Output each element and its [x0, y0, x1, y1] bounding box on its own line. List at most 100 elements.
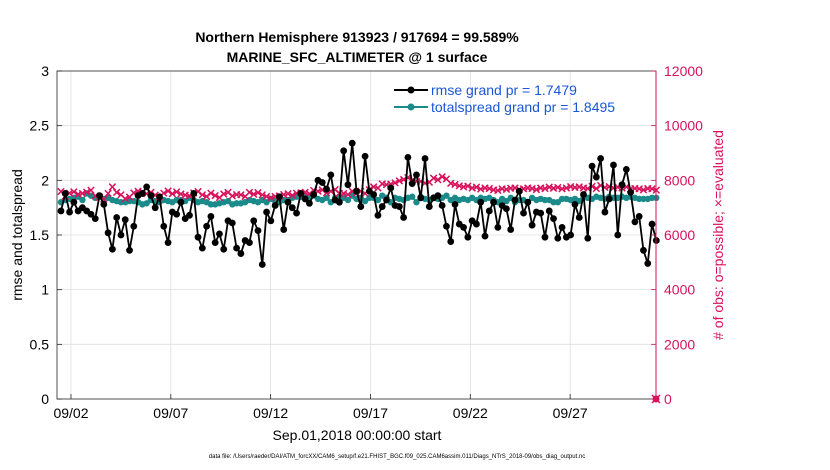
rmse-point [421, 155, 429, 162]
evaluated-obs-point [288, 191, 296, 200]
rmse-point [511, 196, 519, 204]
rmse-point [588, 162, 596, 170]
evaluated-obs-point [451, 180, 459, 189]
totalspread-point [323, 194, 330, 202]
evaluated-obs-point [254, 188, 262, 197]
rmse-point [57, 207, 65, 215]
x-tick-label: 09/02 [53, 405, 88, 421]
evaluated-obs-point [121, 194, 129, 203]
rmse-point [614, 231, 622, 239]
rmse-point [228, 219, 236, 227]
evaluated-obs-point [258, 191, 267, 199]
evaluated-obs-point [228, 192, 237, 200]
legend: rmse grand pr = 1.7479 totalspread grand… [394, 82, 615, 115]
rmse-point [91, 215, 99, 223]
rmse-point [618, 181, 626, 189]
evaluated-obs-point [172, 188, 181, 196]
rmse-point [126, 246, 133, 254]
rmse-point [601, 208, 609, 216]
rmse-point [121, 216, 129, 224]
rmse-point [558, 223, 566, 231]
rmse-point [104, 229, 112, 237]
left-y-tick-label: 0 [41, 391, 49, 407]
rmse-point [460, 223, 467, 231]
rmse-point [383, 196, 390, 204]
evaluated-obs-point [639, 186, 648, 194]
left-y-tick-label: 2 [41, 172, 49, 188]
rmse-point [464, 233, 472, 241]
evaluated-obs-point [70, 188, 78, 196]
rmse-point [216, 230, 223, 238]
data-file-footer: data file: /Users/raeder/DAI/ATM_forcXX/… [209, 454, 585, 460]
rmse-point [648, 220, 656, 228]
left-axis: 0 0.5 1 1.5 2 2.5 3 [30, 63, 50, 407]
rmse-point [96, 192, 103, 200]
rmse-point [494, 223, 502, 231]
evaluated-obs-point [541, 184, 549, 193]
chart-title-line2: MARINE_SFC_ALTIMETER @ 1 surface [227, 49, 488, 65]
rmse-point [605, 195, 613, 203]
evaluated-obs-point [168, 189, 177, 198]
evaluated-obs-point [434, 176, 442, 184]
rmse-point [108, 245, 116, 253]
evaluated-obs-point [635, 185, 643, 193]
rmse-point [276, 193, 283, 201]
rmse-point [592, 173, 600, 181]
evaluated-obs-point [198, 191, 207, 199]
left-y-tick-label: 0.5 [30, 336, 50, 352]
rmse-point [246, 239, 253, 247]
rmse-point [503, 205, 510, 213]
rmse-point [550, 215, 557, 223]
rmse-point [580, 191, 587, 198]
evaluated-obs-point [395, 177, 404, 185]
chart-title-line1: Northern Hemisphere 913923 / 917694 = 99… [195, 29, 519, 45]
rmse-point [233, 244, 240, 252]
rmse-point [143, 183, 151, 191]
rmse-point [584, 234, 592, 242]
rmse-point [443, 222, 450, 230]
rmse-point [447, 238, 455, 245]
right-y-tick-label: 2000 [664, 336, 695, 352]
legend-totalspread-marker [407, 103, 415, 111]
rmse-point [370, 191, 378, 198]
evaluated-obs-point [528, 184, 536, 193]
rmse-point [293, 209, 300, 217]
rmse-point [263, 208, 270, 216]
right-axis: 0 2000 4000 6000 8000 10000 12000 [655, 63, 703, 407]
evaluated-obs-point [472, 183, 481, 191]
rmse-point [220, 245, 228, 253]
rmse-point [284, 198, 292, 206]
evaluated-obs-point [464, 182, 472, 190]
evaluated-obs-point [339, 189, 348, 198]
evaluated-obs-point [562, 184, 571, 192]
rmse-point [610, 161, 617, 169]
rmse-point [198, 244, 206, 252]
rmse-point [323, 185, 330, 193]
rmse-point [575, 214, 583, 221]
rmse-point [340, 147, 348, 155]
x-tick-label: 09/27 [553, 405, 588, 421]
rmse-point [70, 198, 78, 206]
rmse-point [361, 152, 369, 160]
rmse-point [425, 203, 433, 210]
rmse-point [177, 198, 185, 206]
rmse-point [524, 198, 532, 206]
totalspread-point [443, 192, 450, 199]
rmse-point [160, 222, 168, 230]
rmse-point [61, 190, 69, 197]
rmse-point [348, 139, 356, 147]
evaluated-obs-point [455, 182, 464, 190]
rmse-point [374, 211, 382, 219]
rmse-point [473, 220, 480, 228]
rmse-point [271, 202, 279, 209]
evaluated-obs-point [112, 188, 121, 197]
rmse-point [173, 210, 181, 218]
right-y-tick-label: 10000 [664, 118, 703, 134]
rmse-point [254, 227, 262, 235]
evaluated-obs-point [554, 183, 562, 192]
rmse-point [194, 233, 202, 241]
evaluated-obs-point [78, 189, 87, 198]
evaluated-obs-point [220, 190, 228, 198]
plot-area [56, 70, 661, 400]
rmse-point [528, 221, 536, 229]
